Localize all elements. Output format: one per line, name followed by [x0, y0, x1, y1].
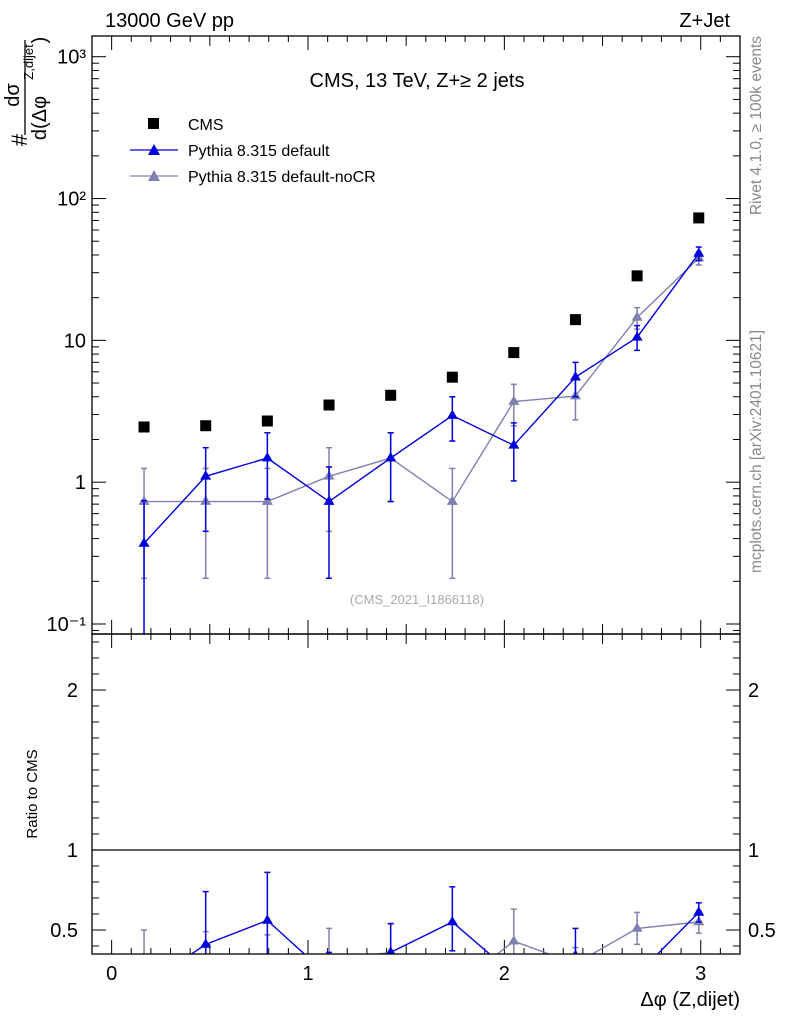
xtick-label: 0: [106, 963, 117, 985]
cms-point: [569, 314, 581, 326]
legend-label-default: Pythia 8.315 default: [188, 143, 330, 160]
analysis-id: (CMS_2021_I1866118): [350, 592, 484, 607]
main-point-1: [508, 439, 520, 449]
xtick-label: 3: [695, 963, 706, 985]
ratio-point-1: [508, 935, 520, 945]
ratio-point-1: [139, 956, 150, 965]
ratio-point-0: [261, 914, 273, 924]
ylabel-superscript: Z,dijet: [21, 44, 36, 80]
ratio-point-0: [693, 906, 705, 916]
ylabel-close: ): [29, 37, 51, 44]
ylabel-numerator: dσ: [2, 83, 24, 107]
main-point-2: [261, 495, 273, 505]
ratio-point-0: [386, 946, 396, 954]
cms-point: [200, 420, 212, 432]
ratio-point-1: [447, 983, 458, 992]
ratio-point-0: [324, 970, 335, 979]
ratio-frame: [91, 633, 741, 955]
main-point-2: [631, 311, 643, 321]
ratio-ytick-label-right: 1: [748, 840, 759, 862]
ratio-ytick-label: 0.5: [50, 920, 78, 942]
main-point-1: [569, 371, 581, 381]
main-point-1: [385, 451, 397, 462]
ratio-ytick-label: 2: [67, 680, 78, 702]
ratio-ytick-label-right: 2: [748, 680, 759, 702]
main-point-2: [446, 495, 458, 505]
cms-point: [261, 415, 273, 427]
main-point-1: [446, 409, 458, 419]
xtick-label: 1: [302, 963, 313, 985]
legend-marker-default: [148, 144, 160, 155]
cms-point: [693, 212, 705, 224]
main-line-1: [143, 253, 700, 544]
mcplots-label: mcplots.cern.ch [arXiv:2401.10621]: [748, 330, 765, 573]
cms-point: [323, 399, 335, 411]
ratio-point-1: [324, 954, 335, 963]
legend-label-cms: CMS: [188, 117, 224, 134]
main-point-1: [261, 451, 273, 462]
ratio-series: [139, 871, 705, 992]
ratio-point-0: [572, 949, 579, 954]
ratio-point-0: [446, 915, 458, 926]
ratio-line-0: [190, 911, 700, 954]
main-ylabel: # dσ d(Δφ Z,dijet ): [2, 37, 51, 146]
ratio-point-0: [632, 969, 643, 978]
main-ytick-label: 10³: [57, 47, 86, 69]
ylabel-hash: #: [7, 133, 32, 146]
main-point-1: [631, 331, 643, 341]
cms-point: [508, 347, 520, 359]
main-series: [138, 212, 705, 634]
x-axis-label: Δφ (Z,dijet): [640, 989, 740, 1011]
main-ytick-label: 1: [75, 472, 86, 494]
cms-point: [138, 421, 150, 433]
main-axis-ticks: 10⁻¹ 1 10 10² 10³: [47, 36, 740, 636]
ratio-point-0: [139, 980, 150, 989]
main-ytick-label: 10: [64, 330, 86, 352]
ratio-ylabel: Ratio to CMS: [24, 749, 41, 838]
main-point-2: [508, 395, 520, 405]
main-point-1: [323, 495, 335, 505]
ratio-ytick-label: 1: [67, 840, 78, 862]
legend-marker-cms: [148, 118, 159, 129]
main-point-1: [138, 537, 150, 547]
cms-point: [446, 371, 458, 383]
ratio-point-0: [200, 938, 212, 948]
ylabel-denominator: d(Δφ: [29, 96, 51, 140]
ratio-point-1: [631, 922, 643, 932]
ratio-point-1: [200, 958, 211, 967]
main-ytick-label: 10⁻¹: [47, 614, 87, 636]
rivet-label: Rivet 4.1.0, ≥ 100k events: [748, 36, 765, 215]
ratio-axis-ticks: 0.5 0.5 1 1 2 2 0 1 2 3: [50, 634, 776, 985]
chart-title: CMS, 13 TeV, Z+≥ 2 jets: [310, 70, 525, 92]
ratio-point-1: [262, 961, 273, 970]
legend-marker-nocr: [148, 170, 160, 181]
ratio-point-1: [570, 958, 581, 967]
main-line-2: [144, 257, 700, 503]
legend: CMS Pythia 8.315 default Pythia 8.315 de…: [130, 117, 376, 186]
xtick-label: 2: [499, 963, 510, 985]
ratio-ytick-label-right: 0.5: [748, 920, 776, 942]
cms-point: [385, 389, 397, 401]
main-point-1: [693, 247, 705, 257]
main-ytick-label: 10²: [57, 189, 86, 211]
header-left: 13000 GeV pp: [105, 10, 234, 32]
ratio-point-0: [508, 969, 519, 978]
legend-label-nocr: Pythia 8.315 default-noCR: [188, 169, 376, 186]
ratio-line-1: [372, 921, 699, 954]
header-right: Z+Jet: [679, 10, 730, 32]
main-point-1: [200, 470, 212, 480]
cms-point: [631, 270, 643, 282]
